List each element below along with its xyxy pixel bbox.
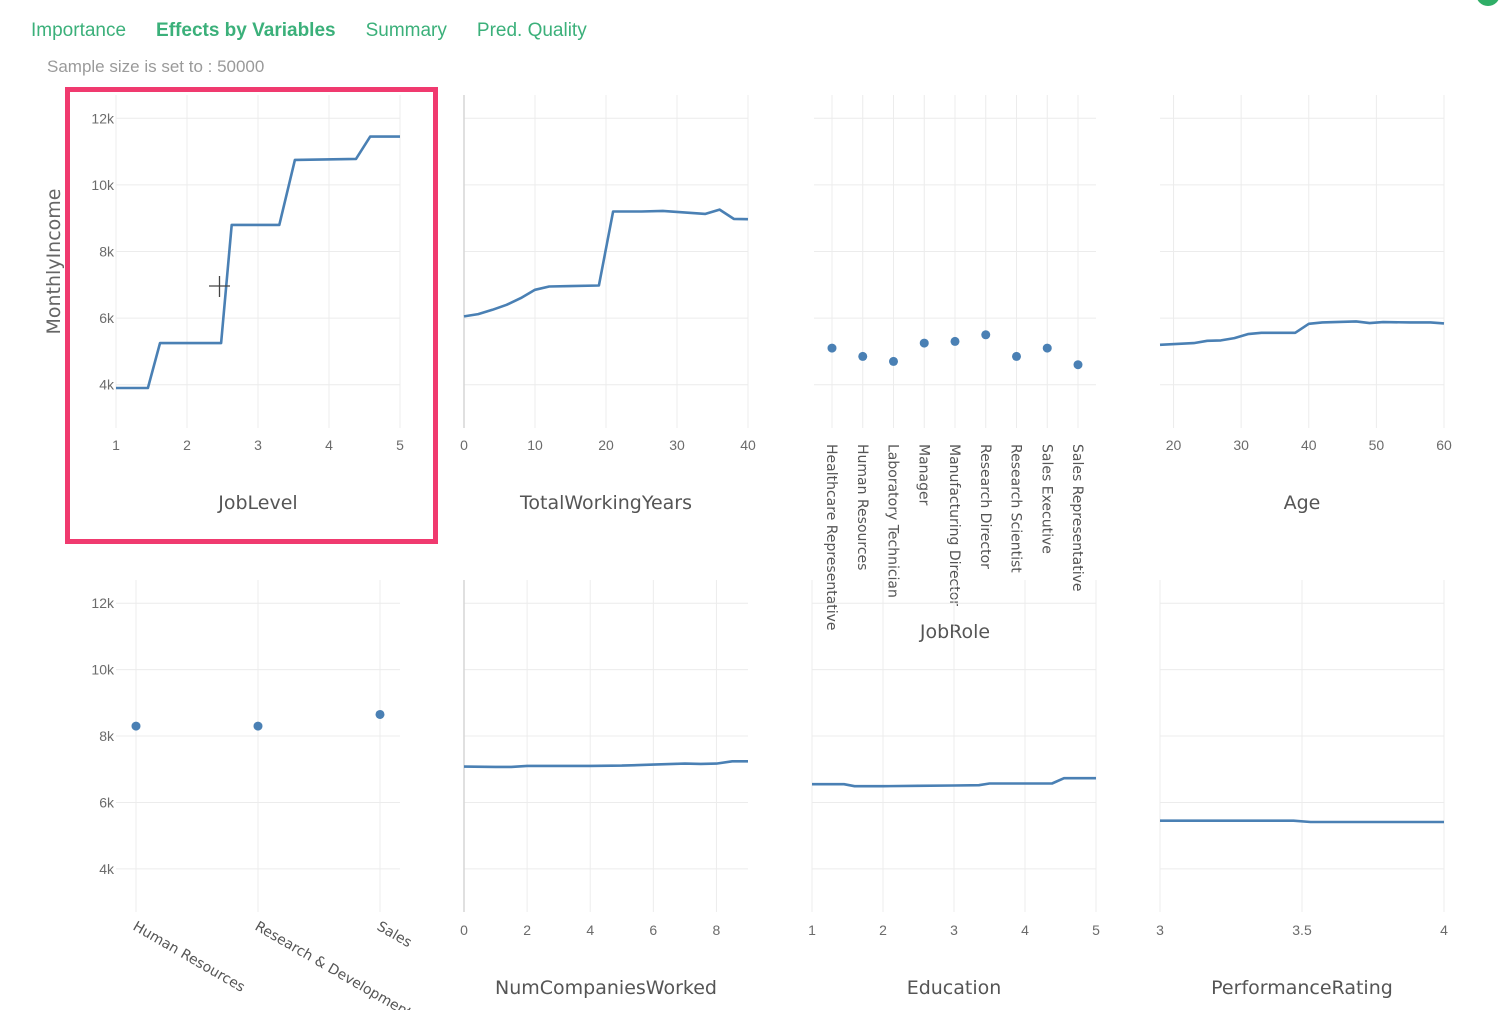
series-line — [463, 208, 749, 318]
x-axis-title: JobLevel — [217, 492, 297, 514]
data-point — [981, 330, 991, 340]
chart-panel-age: 20 30 40 50 60 Age — [1159, 95, 1452, 514]
status-indicator — [1476, 0, 1500, 6]
data-point — [950, 336, 960, 346]
y-tick-label: 6k — [99, 310, 115, 326]
y-tick-label: 8k — [99, 244, 115, 260]
x-tick-label: 10 — [527, 437, 543, 453]
y-tick-label: 8k — [99, 728, 115, 744]
category-label: Manufacturing Director — [946, 444, 962, 606]
x-tick-label: 20 — [598, 437, 614, 453]
y-tick-label: 10k — [91, 662, 115, 678]
tab-importance[interactable]: Importance — [31, 20, 127, 41]
x-tick-label: 30 — [1233, 437, 1249, 453]
series-line — [1160, 819, 1444, 824]
category-label: Laboratory Technician — [885, 444, 901, 598]
chart-panel-department: Human Resources Research & DevelopmentSal… — [91, 580, 415, 1010]
x-tick-label: 3.5 — [1292, 922, 1312, 938]
selected-chart-highlight — [65, 87, 438, 544]
x-axis-title: TotalWorkingYears — [519, 492, 692, 514]
x-tick-label: 8 — [713, 922, 721, 938]
category-label: Research Scientist — [1008, 444, 1024, 573]
sample-size-text: Sample size is set to : 50000 — [47, 57, 265, 76]
x-tick-label: 2 — [879, 922, 887, 938]
data-point — [1012, 351, 1021, 361]
tab-pred-quality[interactable]: Pred. Quality — [476, 20, 587, 41]
x-tick-label: 3 — [950, 922, 958, 938]
chart-panel-totalworkingyears: 0 10 20 30 40 TotalWorkingYears — [460, 95, 756, 514]
chart-panel-jobrole: Healthcare Representative Human Resources… — [814, 95, 1096, 643]
x-tick-label: 50 — [1369, 437, 1385, 453]
x-tick-label: 60 — [1436, 437, 1452, 453]
x-tick-label: 30 — [669, 437, 685, 453]
x-tick-label: 4 — [1440, 922, 1448, 938]
series-line — [463, 759, 748, 769]
tab-summary[interactable]: Summary — [365, 20, 447, 41]
chart-panel-numcompaniesworked: 0 2 4 6 8 NumCompaniesWorked — [460, 580, 748, 999]
data-point — [889, 356, 898, 366]
x-tick-label: 6 — [649, 922, 657, 938]
chart-panel-joblevel: 1 2 3 4 5 4k 6k 8k 10k 12k JobLevel MonthlyIncome — [43, 87, 438, 544]
data-point — [919, 338, 929, 348]
data-point — [375, 709, 385, 719]
x-axis-title: Education — [907, 977, 1002, 999]
data-point — [131, 721, 141, 731]
x-tick-label: 4 — [325, 437, 333, 453]
category-label: Manager — [915, 444, 931, 506]
category-label: Human Resources — [130, 919, 247, 996]
data-point — [1042, 343, 1052, 353]
data-point — [1073, 360, 1083, 370]
x-tick-label: 0 — [460, 922, 468, 938]
x-tick-label: 5 — [1092, 922, 1100, 938]
chart-panel-performancerating: 3 3.5 4 PerformanceRating — [1156, 580, 1448, 999]
y-tick-label: 4k — [99, 377, 115, 393]
x-tick-label: 5 — [396, 437, 404, 453]
x-axis-title: Age — [1284, 492, 1321, 514]
category-label: Sales Executive — [1038, 444, 1054, 554]
x-tick-label: 4 — [586, 922, 594, 938]
x-tick-label: 2 — [183, 437, 191, 453]
y-tick-label: 4k — [99, 861, 115, 877]
y-tick-label: 12k — [91, 595, 115, 611]
category-label: Sales — [374, 919, 414, 951]
tab-effects-by-variables[interactable]: Effects by Variables — [156, 20, 336, 41]
x-tick-label: 20 — [1166, 437, 1182, 453]
y-tick-label: 12k — [91, 110, 115, 126]
series-line — [1159, 320, 1445, 347]
y-axis-title: MonthlyIncome — [43, 189, 65, 335]
x-tick-label: 2 — [523, 922, 531, 938]
x-axis-title: PerformanceRating — [1211, 977, 1393, 999]
x-tick-label: 3 — [254, 437, 262, 453]
x-tick-label: 1 — [112, 437, 120, 453]
category-label: Healthcare Representative — [823, 444, 839, 631]
category-label: Human Resources — [854, 444, 870, 570]
x-tick-label: 0 — [460, 437, 468, 453]
series-line — [812, 776, 1096, 788]
x-tick-label: 40 — [740, 437, 756, 453]
category-label: Research Director — [977, 444, 993, 569]
data-point — [858, 351, 868, 361]
x-tick-label: 3 — [1156, 922, 1164, 938]
category-label: Sales Representative — [1069, 444, 1085, 592]
y-tick-label: 10k — [91, 177, 115, 193]
y-tick-label: 6k — [99, 794, 115, 810]
series-line — [116, 135, 400, 390]
x-axis-title: NumCompaniesWorked — [495, 977, 717, 999]
chart-panel-education: 1 2 3 4 5 Education — [808, 580, 1100, 999]
x-tick-label: 4 — [1021, 922, 1029, 938]
data-point — [253, 721, 263, 731]
tab-bar: Importance Effects by Variables Summary … — [31, 20, 587, 42]
x-tick-label: 1 — [808, 922, 816, 938]
x-tick-label: 40 — [1301, 437, 1317, 453]
data-point — [827, 343, 837, 353]
